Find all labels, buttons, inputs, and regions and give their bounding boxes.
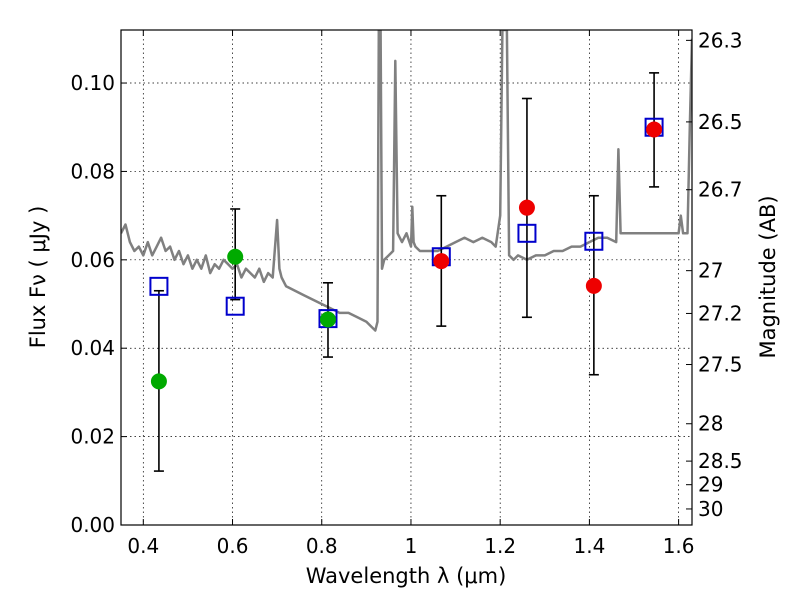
y-tick-label: 0.04 bbox=[70, 336, 115, 360]
grid bbox=[121, 30, 692, 525]
x-tick-label: 0.6 bbox=[217, 534, 249, 558]
mag-tick-label: 26.7 bbox=[698, 178, 743, 202]
mag-tick-label: 26.3 bbox=[698, 28, 743, 52]
model-photometry-square bbox=[584, 231, 604, 251]
plot-frame bbox=[120, 29, 693, 526]
optical-flux-point bbox=[227, 248, 244, 265]
nir-flux-point bbox=[518, 199, 535, 216]
nir-flux-point bbox=[433, 253, 450, 270]
mag-tick-label: 29 bbox=[698, 473, 723, 497]
mag-tick-label: 30 bbox=[698, 497, 723, 521]
x-tick-label: 1.4 bbox=[573, 534, 605, 558]
ticks: 0.4 0.6 0.8 1 1.2 1.4 1.6 0.00 0.02 0.04 0.06 0.08 0… bbox=[70, 28, 742, 558]
y-tick-label: 0.06 bbox=[70, 248, 115, 272]
model-photometry-square bbox=[517, 223, 537, 243]
x-tick-label: 1.2 bbox=[484, 534, 516, 558]
x-tick-label: 0.4 bbox=[127, 534, 159, 558]
mag-tick-label: 26.5 bbox=[698, 110, 743, 134]
x-tick-label: 1 bbox=[405, 534, 418, 558]
nir-flux-point bbox=[646, 121, 663, 138]
x-tick-label: 0.8 bbox=[306, 534, 338, 558]
y-tick-label: 0.02 bbox=[70, 425, 115, 449]
mag-tick-label: 28.5 bbox=[698, 449, 743, 473]
y-axis-title-right: Magnitude (AB) bbox=[756, 195, 780, 358]
model-sed-layer bbox=[121, 30, 692, 332]
y-tick-label: 0.08 bbox=[70, 159, 115, 183]
optical-flux-point bbox=[150, 373, 167, 390]
x-axis-title: Wavelength λ (μm) bbox=[306, 564, 507, 588]
nir-flux-point bbox=[585, 277, 602, 294]
plot-background bbox=[121, 30, 692, 525]
mag-tick-label: 27.2 bbox=[698, 301, 743, 325]
points-layer bbox=[149, 72, 664, 472]
y-tick-label: 0.00 bbox=[70, 513, 115, 537]
model-photometry-square bbox=[149, 276, 169, 296]
model-sed-line bbox=[121, 30, 692, 332]
x-tick-label: 1.6 bbox=[663, 534, 695, 558]
mag-tick-label: 27 bbox=[698, 259, 723, 283]
y-tick-label: 0.10 bbox=[70, 71, 115, 95]
optical-flux-point bbox=[319, 311, 336, 328]
mag-tick-label: 27.5 bbox=[698, 353, 743, 377]
model-photometry-square bbox=[225, 296, 245, 316]
mag-tick-label: 28 bbox=[698, 412, 723, 436]
y-axis-title-left: Flux Fν ( μJy ) bbox=[26, 206, 50, 349]
